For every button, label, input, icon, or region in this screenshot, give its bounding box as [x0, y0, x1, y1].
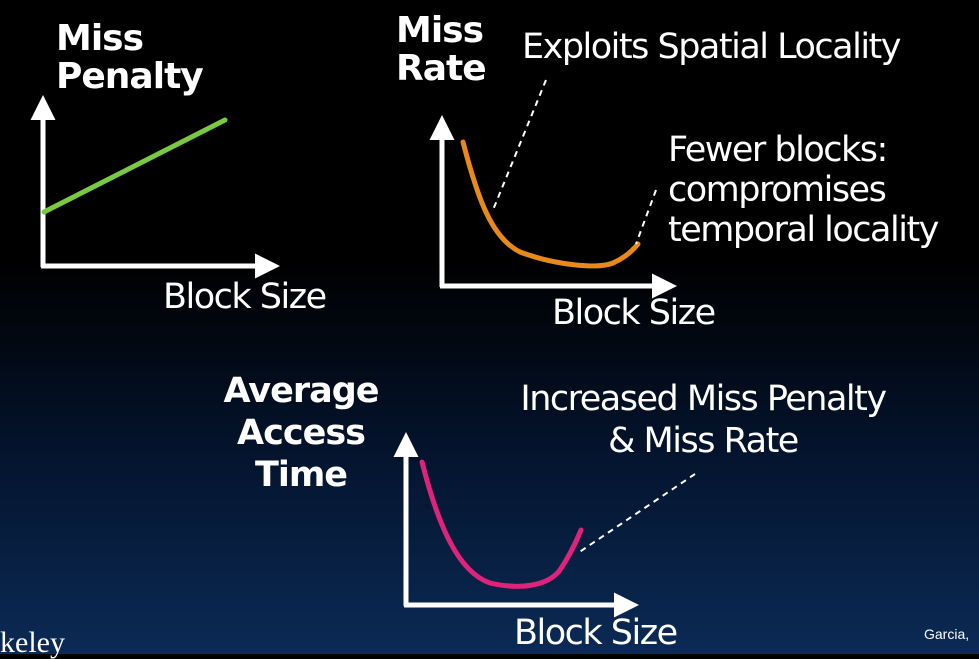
- miss-penalty-graph: [30, 95, 280, 279]
- miss-rate-curve: [460, 139, 641, 269]
- miss-penalty-axis-title: Miss Penalty: [56, 18, 204, 97]
- temporal-annotation-line2: compromises: [668, 170, 887, 210]
- temporal-locality-annotation: Fewer blocks: compromises temporal local…: [668, 130, 939, 250]
- miss-rate-graph: [429, 79, 677, 299]
- increased-annotation-line1: Increased Miss Penalty: [520, 379, 887, 419]
- increased-penalty-pointer: [577, 473, 696, 554]
- miss-penalty-x-label: Block Size: [163, 277, 327, 317]
- access-time-title-line2: Access: [237, 413, 366, 453]
- miss-rate-title-line2: Rate: [396, 48, 487, 89]
- miss-penalty-title-line1: Miss: [56, 18, 144, 59]
- temporal-annotation-line1: Fewer blocks:: [668, 130, 888, 170]
- access-time-x-label: Block Size: [514, 613, 678, 653]
- miss-rate-axis-title: Miss Rate: [396, 10, 487, 89]
- miss-penalty-line: [41, 117, 228, 215]
- miss-rate-title-line1: Miss: [396, 10, 484, 51]
- access-time-title-line1: Average: [223, 371, 379, 411]
- access-time-axis-title: Average Access Time: [222, 370, 380, 496]
- author-credit: Garcia,: [924, 626, 970, 642]
- access-time-graph: [393, 432, 696, 618]
- access-time-title-line3: Time: [254, 455, 348, 495]
- miss-rate-x-label: Block Size: [552, 293, 716, 333]
- miss-penalty-title-line2: Penalty: [56, 56, 204, 97]
- increased-penalty-annotation: Increased Miss Penalty & Miss Rate: [500, 378, 906, 462]
- spatial-locality-pointer: [492, 79, 547, 211]
- temporal-annotation-line3: temporal locality: [668, 210, 939, 250]
- berkeley-logo-fragment: keley: [0, 626, 65, 659]
- access-time-curve: [419, 459, 584, 589]
- increased-annotation-line2: & Miss Rate: [608, 421, 799, 461]
- temporal-locality-pointer: [635, 189, 657, 245]
- spatial-locality-annotation: Exploits Spatial Locality: [522, 27, 902, 67]
